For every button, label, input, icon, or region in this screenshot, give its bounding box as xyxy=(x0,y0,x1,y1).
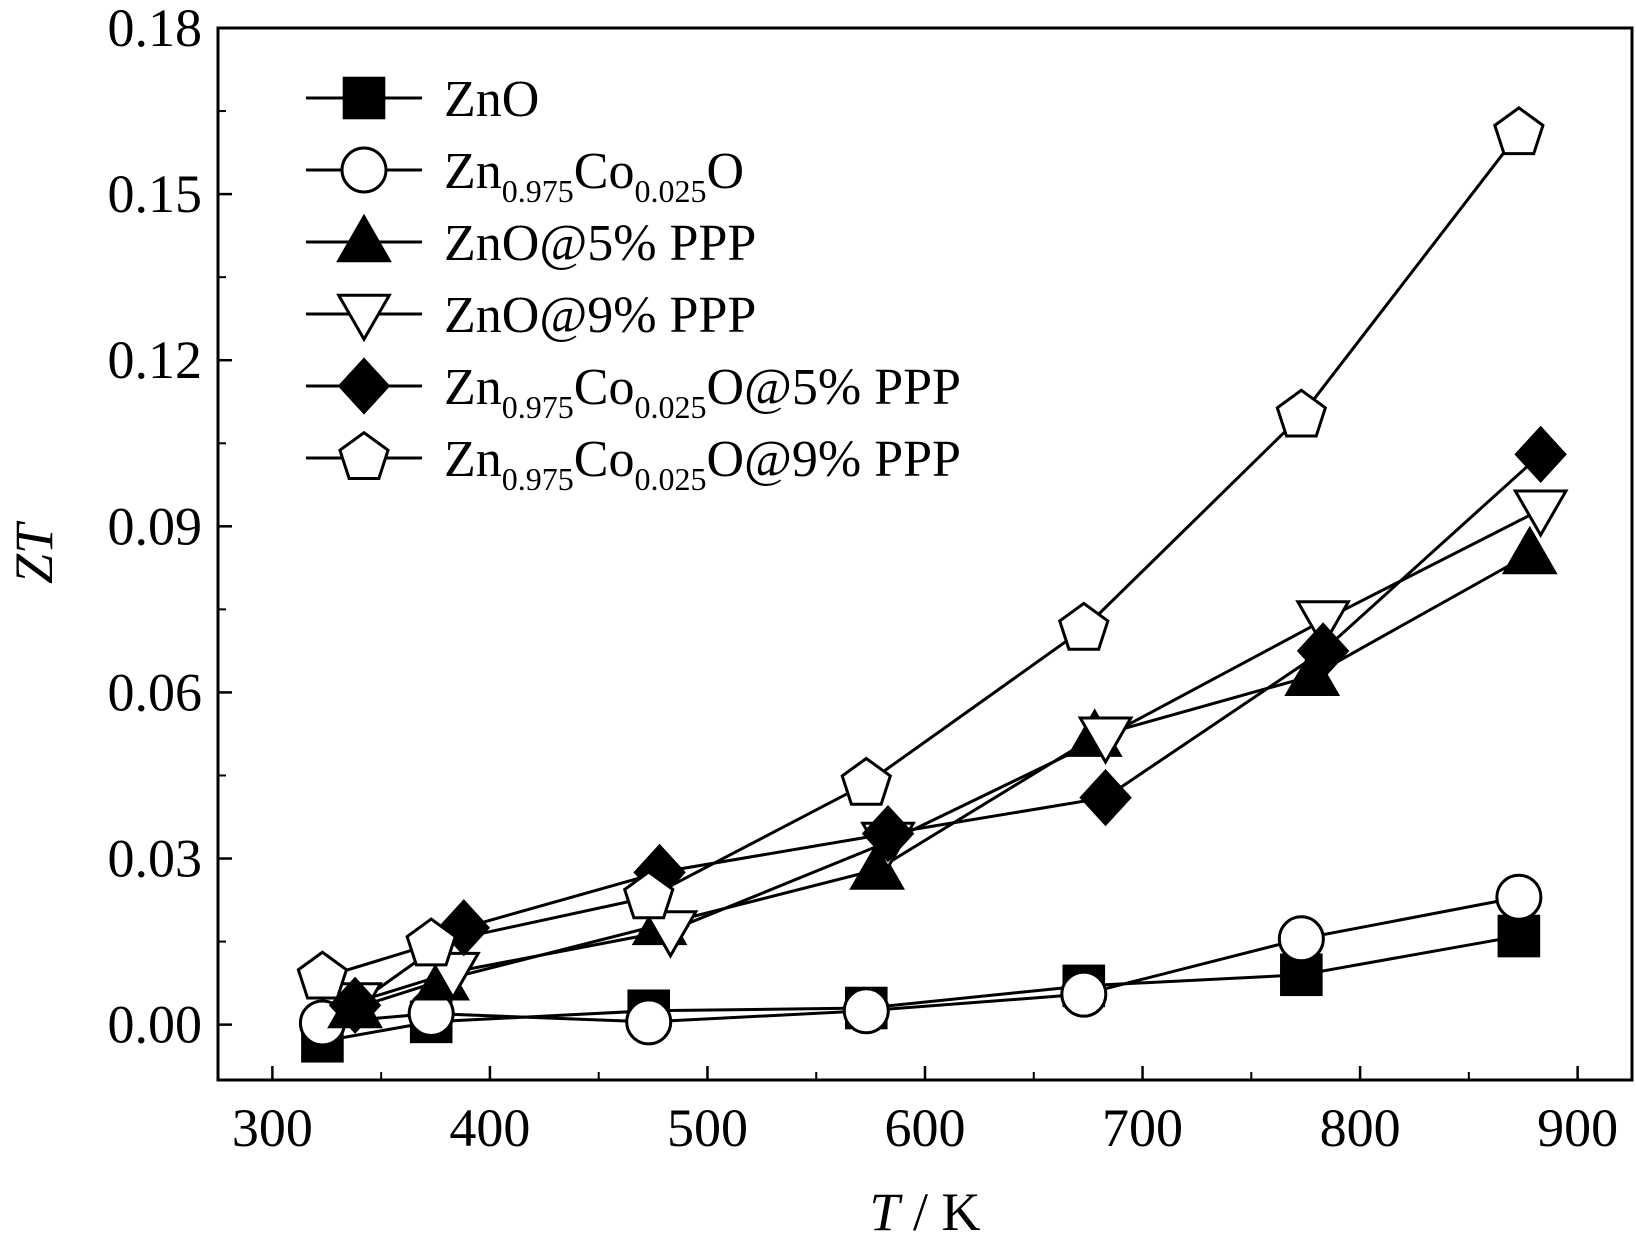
legend-item: Zn0.975Co0.025O@5% PPP xyxy=(306,357,961,425)
data-point-series-2 xyxy=(1060,970,1108,1018)
data-point-series-6 xyxy=(296,950,349,1000)
x-tick-label: 300 xyxy=(232,1098,313,1158)
legend-item: Zn0.975Co0.025O xyxy=(306,143,744,209)
y-tick-label: 0.12 xyxy=(108,330,203,390)
y-tick-label: 0.06 xyxy=(108,662,203,722)
y-tick-label: 0.00 xyxy=(108,995,203,1055)
legend-label: ZnO@5% PPP xyxy=(444,215,756,272)
data-point-series-6 xyxy=(840,756,893,806)
data-point-series-5 xyxy=(1514,425,1567,483)
data-point-series-6 xyxy=(1057,601,1110,651)
x-axis-title-unit: / K xyxy=(900,1182,981,1242)
legend-label: ZnO@9% PPP xyxy=(444,287,756,344)
y-axis: 0.00 0.03 0.06 0.09 0.12 0.15 0.18 xyxy=(108,0,232,1055)
y-tick-label: 0.15 xyxy=(108,164,203,224)
legend: ZnO Zn0.975Co0.025O ZnO@5% PPP ZnO@9% PPP Zn… xyxy=(306,71,961,497)
data-point-series-6 xyxy=(405,917,458,967)
data-point-series-5 xyxy=(861,804,915,863)
x-axis-title: T / K xyxy=(869,1182,980,1242)
legend-marker xyxy=(336,293,392,343)
legend-label: Zn0.975Co0.025O@9% PPP xyxy=(444,431,961,497)
x-tick-label: 700 xyxy=(1102,1098,1183,1158)
legend-label: Zn0.975Co0.025O@5% PPP xyxy=(444,359,961,425)
legend-item: ZnO@5% PPP xyxy=(306,213,756,272)
y-tick-label: 0.03 xyxy=(108,829,203,889)
data-point-series-2 xyxy=(625,998,673,1046)
legend-label: ZnO xyxy=(444,71,539,128)
data-point-series-2 xyxy=(842,987,890,1035)
data-point-series-2 xyxy=(1277,915,1325,963)
data-point-series-2 xyxy=(1495,873,1543,921)
series-line-1 xyxy=(322,934,1520,1043)
data-point-series-4 xyxy=(1077,716,1134,766)
y-tick-label: 0.09 xyxy=(108,496,203,556)
x-tick-label: 600 xyxy=(885,1098,966,1158)
series-markers xyxy=(296,106,1569,1063)
legend-marker xyxy=(337,357,391,415)
x-axis-title-symbol: T xyxy=(869,1182,903,1242)
legend-label: Zn0.975Co0.025O xyxy=(444,143,744,209)
legend-marker xyxy=(336,213,392,263)
legend-item: ZnO xyxy=(306,71,539,128)
x-tick-label: 800 xyxy=(1320,1098,1401,1158)
x-tick-label: 500 xyxy=(667,1098,748,1158)
x-tick-label: 400 xyxy=(449,1098,530,1158)
data-point-series-6 xyxy=(622,870,675,920)
data-point-series-4 xyxy=(642,910,699,959)
legend-item: ZnO@9% PPP xyxy=(306,287,756,344)
y-axis-title: ZT xyxy=(4,520,64,584)
data-point-series-4 xyxy=(1512,489,1569,539)
data-point-series-5 xyxy=(1079,769,1132,827)
x-axis: 300 400 500 600 700 800 900 xyxy=(232,1066,1618,1158)
data-point-series-5 xyxy=(1296,622,1350,680)
legend-marker xyxy=(340,146,388,194)
data-point-series-6 xyxy=(1493,106,1545,156)
y-tick-label: 0.18 xyxy=(108,0,203,58)
data-point-series-3 xyxy=(1501,525,1558,575)
legend-marker xyxy=(338,430,390,480)
legend-item: Zn0.975Co0.025O@9% PPP xyxy=(306,430,961,497)
data-point-series-1 xyxy=(1497,914,1541,958)
legend-marker xyxy=(342,76,386,120)
x-tick-label: 900 xyxy=(1537,1098,1618,1158)
data-point-series-6 xyxy=(1275,388,1328,438)
